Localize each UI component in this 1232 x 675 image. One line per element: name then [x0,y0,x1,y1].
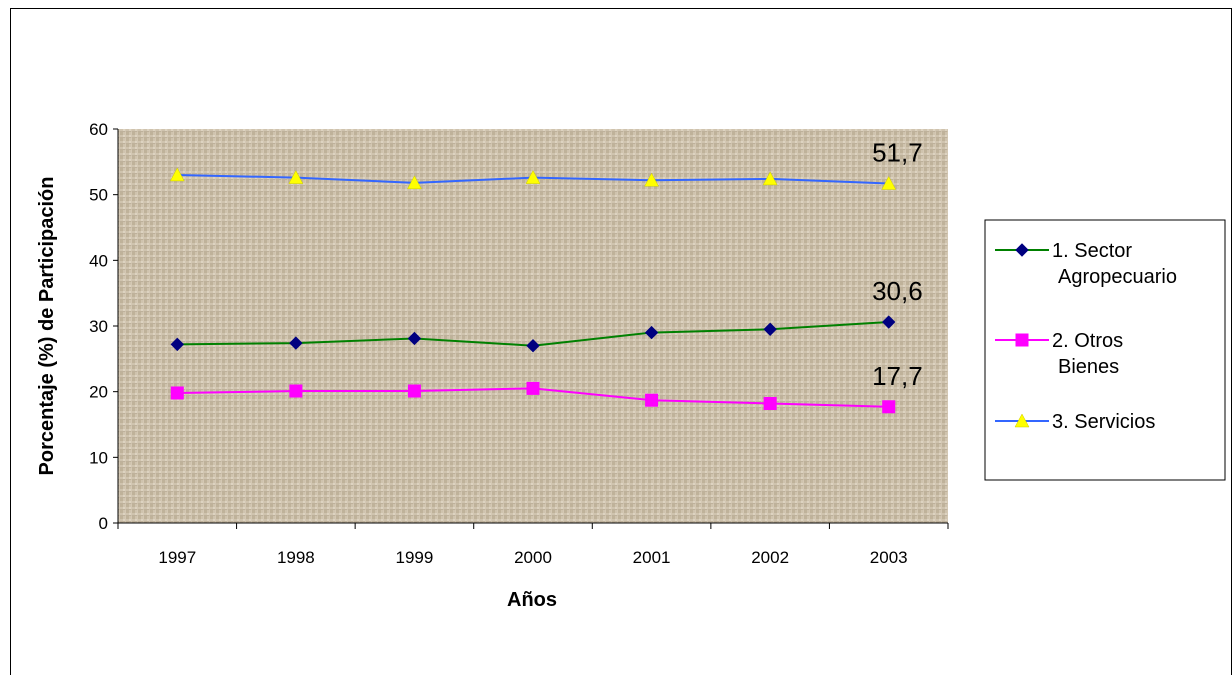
legend-label: 1. Sector [1052,240,1132,262]
data-point-square [170,386,184,400]
data-point-square [763,396,777,410]
x-axis: 1997 1998 1999 2000 2001 2002 2003 [117,522,949,567]
y-axis-title: Porcentaje (%) de Participación [36,177,58,476]
legend-box [984,219,1226,481]
data-point-diamond [170,337,184,352]
data-label: 30,6 [872,276,923,306]
data-point-square [407,384,421,398]
data-point-diamond [882,315,896,329]
data-point-triangle [644,172,659,187]
legend-entry-2: 2. Otros Bienes [995,330,1123,378]
data-point-square [289,384,303,398]
x-tick-label: 2002 [751,548,789,567]
data-point-diamond [763,322,777,336]
data-point-triangle [881,175,897,190]
x-tick-label: 1997 [158,548,196,567]
legend-label: Agropecuario [1058,266,1177,288]
legend: 1. Sector Agropecuario 2. Otros Bienes 3. Se… [984,219,1226,481]
legend-label: 3. Servicios [1052,411,1155,433]
data-label: 51,7 [872,138,923,168]
y-tick-label: 50 [89,186,108,205]
y-tick-label: 60 [89,120,108,139]
legend-entry-1: 1. Sector Agropecuario [995,240,1177,288]
data-point-diamond [407,331,422,346]
data-point-square [526,381,540,395]
data-point-square [1015,333,1029,347]
y-tick-label: 10 [89,448,108,467]
data-point-triangle [169,167,185,182]
data-point-triangle [525,170,541,184]
data-point-square [645,393,659,407]
series-3: 51,7 [169,138,923,190]
x-axis-title: Años [507,589,557,611]
data-point-triangle [288,170,304,184]
data-point-triangle [407,175,422,190]
x-tick-label: 2003 [870,548,908,567]
series-1: 30,6 [170,276,923,353]
data-point-triangle [762,171,778,186]
series-2: 17,7 [170,361,923,414]
y-axis: 0 10 20 30 40 50 60 [89,120,119,533]
y-tick-label: 20 [89,383,108,402]
data-point-diamond [526,338,540,353]
data-point-square [882,400,896,414]
data-point-triangle [1014,413,1030,428]
legend-entry-3: 3. Servicios [995,411,1155,433]
data-label: 17,7 [872,361,923,391]
x-tick-label: 2000 [514,548,552,567]
x-tick-label: 2001 [633,548,671,567]
data-point-diamond [1015,243,1029,257]
legend-label: 2. Otros [1052,330,1123,352]
x-tick-label: 1998 [277,548,315,567]
data-point-diamond [289,336,303,350]
y-tick-label: 0 [99,514,108,533]
series-layer: 30,6 17,7 51,7 [169,138,923,414]
y-tick-label: 30 [89,317,108,336]
x-tick-label: 1999 [396,548,434,567]
y-tick-label: 40 [89,251,108,270]
legend-label: Bienes [1058,356,1119,378]
data-point-diamond [644,325,659,340]
